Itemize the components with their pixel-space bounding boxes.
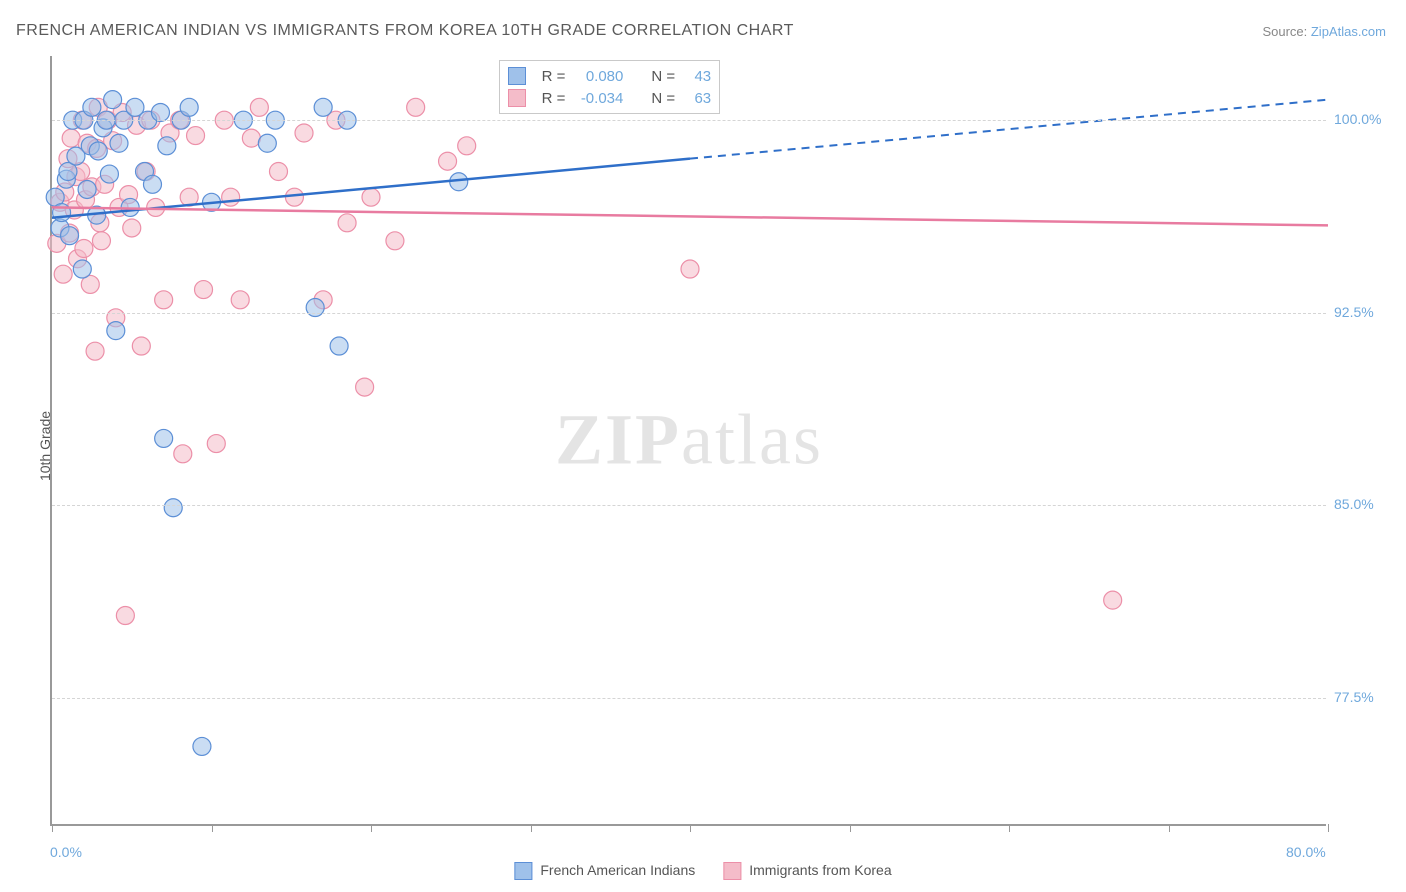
scatter-point (107, 322, 125, 340)
scatter-point (83, 98, 101, 116)
source-label: Source: (1262, 24, 1310, 39)
r-label: R = (542, 90, 566, 107)
scatter-point (110, 134, 128, 152)
scatter-point (338, 214, 356, 232)
correlation-legend-row: R = 0.080 N = 43 (508, 65, 712, 87)
y-tick-label: 92.5% (1334, 304, 1374, 320)
scatter-point (132, 337, 150, 355)
scatter-point (151, 103, 169, 121)
scatter-point (62, 129, 80, 147)
x-tick (1328, 824, 1329, 832)
scatter-point (61, 227, 79, 245)
scatter-point (386, 232, 404, 250)
r-value: -0.034 (573, 90, 623, 107)
scatter-point (231, 291, 249, 309)
scatter-point (362, 188, 380, 206)
n-label: N = (651, 90, 675, 107)
x-tick (1169, 824, 1170, 832)
x-axis-max-label: 80.0% (1286, 844, 1326, 860)
scatter-point (75, 240, 93, 258)
scatter-point (180, 98, 198, 116)
scatter-point (73, 260, 91, 278)
x-tick (371, 824, 372, 832)
correlation-legend: R = 0.080 N = 43 R = -0.034 N = 63 (499, 60, 721, 114)
chart-svg (52, 56, 1326, 824)
scatter-point (143, 175, 161, 193)
scatter-point (250, 98, 268, 116)
scatter-point (458, 137, 476, 155)
legend-swatch (723, 862, 741, 880)
scatter-point (269, 163, 287, 181)
x-tick (531, 824, 532, 832)
bottom-legend: French American Indians Immigrants from K… (514, 862, 891, 880)
scatter-point (100, 165, 118, 183)
bottom-legend-item: Immigrants from Korea (723, 862, 891, 880)
gridline-h (52, 313, 1326, 314)
y-tick-label: 77.5% (1334, 689, 1374, 705)
plot-area: ZIPatlas R = 0.080N = 43R = -0.034N = 63 (50, 56, 1326, 826)
legend-swatch (508, 67, 526, 85)
y-tick-label: 85.0% (1334, 496, 1374, 512)
scatter-point (195, 281, 213, 299)
scatter-point (314, 98, 332, 116)
gridline-h (52, 120, 1326, 121)
legend-swatch (508, 89, 526, 107)
n-value: 63 (683, 90, 711, 107)
correlation-legend-row: R = -0.034 N = 63 (508, 87, 712, 109)
scatter-point (222, 188, 240, 206)
scatter-point (330, 337, 348, 355)
x-tick (690, 824, 691, 832)
scatter-point (1104, 591, 1122, 609)
scatter-point (187, 127, 205, 145)
x-tick (850, 824, 851, 832)
scatter-point (104, 91, 122, 109)
y-tick-label: 100.0% (1334, 111, 1381, 127)
scatter-point (174, 445, 192, 463)
scatter-point (155, 429, 173, 447)
x-tick (212, 824, 213, 832)
gridline-h (52, 505, 1326, 506)
r-label: R = (542, 68, 566, 85)
scatter-point (123, 219, 141, 237)
scatter-point (164, 499, 182, 517)
gridline-h (52, 698, 1326, 699)
scatter-point (295, 124, 313, 142)
source-attribution: Source: ZipAtlas.com (1262, 24, 1386, 39)
scatter-point (193, 737, 211, 755)
scatter-point (356, 378, 374, 396)
scatter-point (439, 152, 457, 170)
scatter-point (158, 137, 176, 155)
scatter-point (78, 180, 96, 198)
bottom-legend-item: French American Indians (514, 862, 695, 880)
scatter-point (207, 435, 225, 453)
x-axis-min-label: 0.0% (50, 844, 82, 860)
scatter-point (92, 232, 110, 250)
scatter-point (306, 299, 324, 317)
bottom-legend-label: Immigrants from Korea (749, 862, 891, 878)
scatter-point (681, 260, 699, 278)
legend-swatch (514, 862, 532, 880)
n-value: 43 (683, 68, 711, 85)
n-label: N = (651, 68, 675, 85)
r-value: 0.080 (573, 68, 623, 85)
regression-line-solid (52, 207, 1328, 225)
scatter-point (89, 142, 107, 160)
x-tick (52, 824, 53, 832)
scatter-point (155, 291, 173, 309)
scatter-point (116, 607, 134, 625)
scatter-point (54, 265, 72, 283)
source-link[interactable]: ZipAtlas.com (1311, 24, 1386, 39)
x-tick (1009, 824, 1010, 832)
scatter-point (285, 188, 303, 206)
regression-line-dashed (690, 100, 1328, 159)
bottom-legend-label: French American Indians (540, 862, 695, 878)
scatter-point (258, 134, 276, 152)
chart-title: FRENCH AMERICAN INDIAN VS IMMIGRANTS FRO… (16, 22, 794, 40)
scatter-point (242, 129, 260, 147)
scatter-point (407, 98, 425, 116)
scatter-point (86, 342, 104, 360)
